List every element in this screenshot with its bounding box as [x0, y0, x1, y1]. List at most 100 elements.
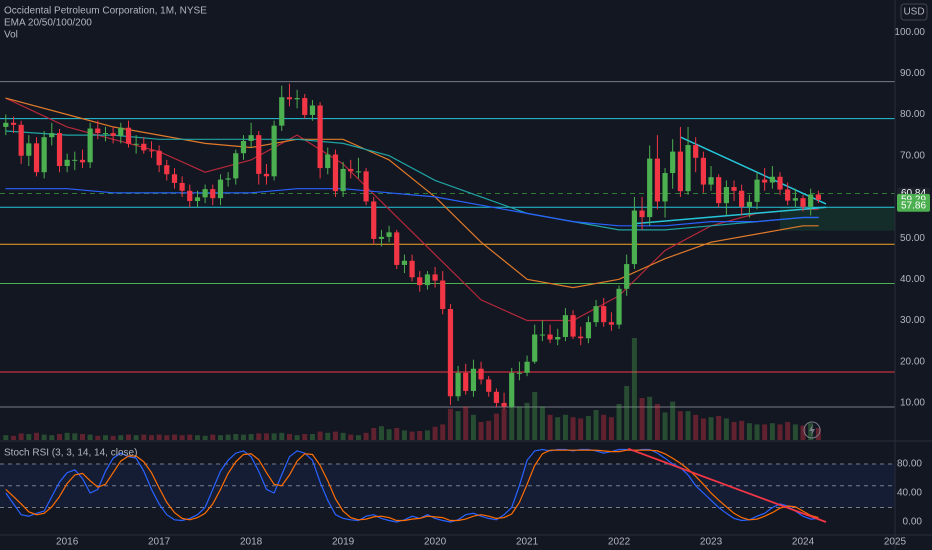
candle-body: [363, 171, 369, 202]
volume-bar: [256, 433, 262, 440]
volume-bar: [317, 431, 323, 440]
y-tick-label: 80.00: [900, 109, 925, 120]
candle-body: [700, 157, 706, 185]
candle-body: [401, 260, 408, 265]
volume-bar: [309, 434, 315, 440]
volume-bar: [624, 386, 630, 440]
candle-body: [325, 154, 331, 169]
candle-body: [624, 264, 630, 289]
volume-bar: [187, 434, 193, 440]
volume-bar: [562, 414, 568, 440]
candle-body: [800, 198, 806, 207]
y-tick-label: 30.00: [900, 315, 925, 326]
volume-bar: [440, 424, 446, 440]
volume-bar: [340, 432, 346, 440]
volume-bar: [685, 411, 691, 440]
candle-body: [470, 368, 477, 391]
volume-bar: [654, 404, 660, 440]
y-tick-label: 20.00: [900, 356, 925, 367]
ema-line: [5, 188, 819, 227]
volume-bar: [386, 429, 392, 440]
candle-body: [493, 391, 500, 403]
candle-body: [355, 171, 362, 173]
candle-body: [225, 178, 231, 180]
candle-body: [670, 151, 676, 174]
candle-body: [194, 197, 201, 202]
volume-label: Vol: [4, 30, 18, 41]
candle-body: [294, 98, 300, 100]
candle-body: [708, 177, 714, 185]
candle-body: [309, 105, 316, 115]
candle-body: [332, 154, 339, 192]
volume-bar: [110, 435, 116, 440]
volume-bar: [302, 434, 308, 440]
volume-bar: [739, 420, 745, 440]
volume-bar: [179, 435, 185, 440]
volume-bar: [509, 404, 515, 440]
candle-body: [447, 308, 454, 397]
candle-body: [547, 334, 553, 340]
candle-body: [233, 153, 239, 179]
volume-bar: [271, 433, 277, 440]
candle-body: [72, 159, 78, 161]
x-tick-label: 2024: [792, 537, 815, 548]
candle-body: [118, 127, 124, 136]
volume-bar: [608, 417, 614, 440]
volume-bar: [647, 396, 653, 440]
volume-bar: [501, 408, 507, 440]
candle-body: [808, 194, 814, 207]
candle-body: [10, 122, 17, 125]
volume-bar: [394, 428, 400, 440]
candle-body: [41, 137, 47, 173]
candle-body: [509, 372, 515, 407]
candle-body: [792, 198, 798, 201]
alert-icon[interactable]: [803, 421, 821, 439]
volume-bar: [631, 338, 637, 440]
volume-bar: [677, 411, 683, 440]
volume-bar: [95, 435, 101, 440]
volume-bar: [708, 417, 714, 440]
x-tick-label: 2018: [240, 537, 263, 548]
volume-bar: [555, 417, 561, 440]
volume-bar: [432, 426, 438, 440]
candle-body: [141, 143, 147, 151]
candle-body: [18, 124, 24, 156]
candle-body: [317, 105, 323, 169]
candle-body: [754, 179, 760, 202]
rsi-tick-label: 40.00: [897, 488, 922, 499]
volume-bar: [286, 434, 292, 440]
candle-body: [133, 143, 139, 145]
volume-bar: [11, 435, 17, 440]
candle-body: [463, 372, 469, 391]
x-tick-label: 2022: [608, 537, 631, 548]
volume-bar: [409, 431, 415, 440]
volume-bar: [486, 420, 492, 440]
rsi-tick-label: 0.00: [903, 517, 923, 528]
currency-box[interactable]: [900, 3, 928, 21]
stoch-line: [5, 448, 819, 523]
volume-bar: [18, 433, 24, 440]
volume-bar: [470, 414, 476, 440]
candle-body: [148, 150, 155, 152]
volume-bar: [34, 432, 40, 440]
volume-bar: [808, 423, 814, 440]
volume-bar: [118, 435, 124, 440]
rsi-trend-line: [627, 447, 827, 523]
volume-bar: [539, 406, 545, 440]
zone: [780, 206, 895, 231]
volume-bar: [49, 435, 55, 440]
volume-bar: [723, 418, 729, 440]
volume-bar: [156, 434, 162, 440]
volume-bar: [532, 392, 538, 440]
candle-body: [217, 179, 224, 199]
volume-bar: [80, 434, 86, 440]
volume-bar: [240, 434, 246, 440]
volume-bar: [493, 413, 499, 440]
candle-body: [570, 315, 576, 337]
volume-bar: [279, 432, 285, 440]
volume-bar: [194, 435, 200, 440]
candle-body: [432, 274, 438, 281]
